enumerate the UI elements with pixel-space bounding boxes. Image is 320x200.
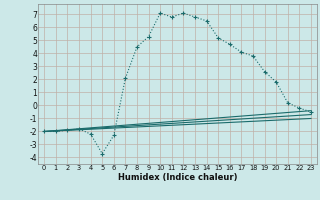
X-axis label: Humidex (Indice chaleur): Humidex (Indice chaleur) (118, 173, 237, 182)
